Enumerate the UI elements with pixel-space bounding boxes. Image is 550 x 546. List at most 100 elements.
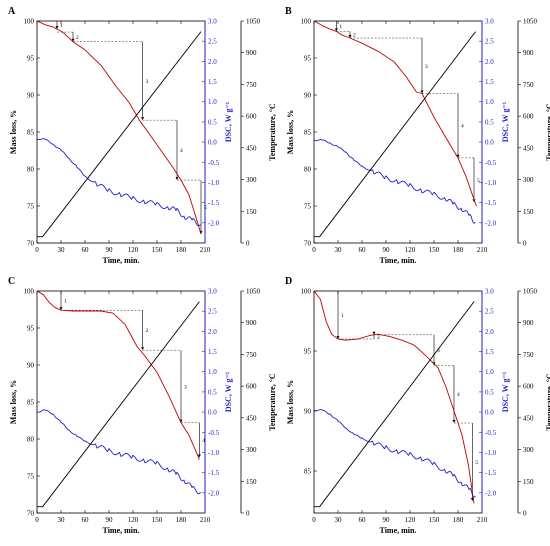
step-label: 2 <box>76 35 79 41</box>
x-tick-label: 30 <box>58 516 66 524</box>
temp-axis-title: Temperature, °C <box>268 103 277 161</box>
x-axis-title: Time, min. <box>380 256 417 265</box>
step-label: 1 <box>60 23 63 29</box>
mass-tick-label: 80 <box>304 166 312 174</box>
step-arrowhead <box>71 38 75 42</box>
step-label: 3 <box>184 384 187 390</box>
x-tick-label: 120 <box>405 246 416 254</box>
dsc-tick-label: 3.0 <box>208 288 217 296</box>
temp-tick-label: 150 <box>523 478 534 486</box>
mass-axis-title: Mass loss, % <box>9 110 18 154</box>
panel-letter: C <box>8 276 15 287</box>
dsc-tick-label: -0.5 <box>208 429 220 437</box>
step-arrowhead <box>372 331 376 335</box>
mass-tick-label: 85 <box>27 129 35 137</box>
plot-frame <box>313 20 483 244</box>
step-label: 2 <box>353 33 356 39</box>
step-label: 5 <box>477 178 480 184</box>
plot-frame <box>36 20 206 244</box>
x-tick-label: 120 <box>405 516 416 524</box>
dsc-axis-title: DSC, W g⁻¹ <box>501 371 510 412</box>
dsc-tick-label: 1.5 <box>208 78 217 86</box>
mass-tick-label: 80 <box>27 436 35 444</box>
temp-tick-label: 300 <box>523 446 534 454</box>
temp-tick-label: 750 <box>246 351 257 359</box>
dsc-tick-label: -0.5 <box>485 159 497 167</box>
dsc-tick-label: 1.0 <box>485 98 494 106</box>
dsc-tick-label: -1.0 <box>208 449 220 457</box>
mass-tick-label: 100 <box>301 18 312 26</box>
temp-tick-label: 0 <box>523 240 527 248</box>
x-tick-label: 210 <box>477 516 488 524</box>
mass-tick-label: 70 <box>304 240 312 248</box>
mass-series-line <box>313 20 477 207</box>
dsc-axis-title: DSC, W g⁻¹ <box>501 101 510 142</box>
x-tick-label: 120 <box>128 246 139 254</box>
step-label: 3 <box>437 348 440 354</box>
dsc-tick-label: 0.5 <box>208 388 217 396</box>
x-tick-label: 0 <box>35 516 39 524</box>
step-arrowhead <box>55 26 59 30</box>
step-label: 1 <box>64 299 67 305</box>
x-tick-label: 0 <box>312 516 316 524</box>
dsc-series-line <box>36 138 202 227</box>
x-tick-label: 60 <box>82 246 90 254</box>
step-arrowhead <box>348 35 352 39</box>
step-arrowhead <box>334 28 338 32</box>
x-tick-label: 60 <box>359 516 367 524</box>
x-tick-label: 180 <box>453 516 464 524</box>
x-tick-label: 210 <box>477 246 488 254</box>
temp-tick-label: 0 <box>246 510 250 518</box>
temp-tick-label: 150 <box>246 208 257 216</box>
mass-axis-title: Mass loss, % <box>286 380 295 424</box>
mass-tick-label: 100 <box>24 288 35 296</box>
mass-axis-title: Mass loss, % <box>286 110 295 154</box>
step-label: 1 <box>341 313 344 319</box>
x-tick-label: 30 <box>335 246 343 254</box>
step-label: 4 <box>202 438 205 444</box>
temp-tick-label: 600 <box>246 383 257 391</box>
mass-tick-label: 90 <box>27 92 35 100</box>
temp-tick-label: 150 <box>246 478 257 486</box>
dsc-tick-label: 2.0 <box>208 58 217 66</box>
dsc-tick-label: 1.5 <box>208 348 217 356</box>
step-arrowhead <box>141 347 145 351</box>
temp-tick-label: 1050 <box>523 288 538 296</box>
dsc-tick-label: -2.0 <box>485 489 497 497</box>
dsc-tick-label: -1.5 <box>485 469 497 477</box>
temp-tick-label: 600 <box>523 113 534 121</box>
dsc-series-line <box>313 139 476 224</box>
mass-tick-label: 90 <box>27 362 35 370</box>
temp-tick-label: 900 <box>246 319 257 327</box>
temp-tick-label: 1050 <box>246 18 261 26</box>
dsc-tick-label: 2.0 <box>485 328 494 336</box>
step-label: 4 <box>457 392 460 398</box>
dsc-tick-label: 1.0 <box>208 368 217 376</box>
mass-series-line <box>36 20 202 235</box>
step-label: 4 <box>461 124 464 130</box>
temp-tick-label: 300 <box>246 176 257 184</box>
dsc-tick-label: 2.5 <box>208 308 217 316</box>
step-arrowhead <box>420 90 424 94</box>
mass-tick-label: 85 <box>304 129 312 137</box>
dsc-tick-label: 2.5 <box>208 38 217 46</box>
dsc-tick-label: -1.0 <box>208 179 220 187</box>
step-arrowhead <box>336 336 340 339</box>
dsc-tick-label: 1.5 <box>485 348 494 356</box>
temp-tick-label: 450 <box>523 144 534 152</box>
x-tick-label: 120 <box>128 516 139 524</box>
dsc-tick-label: -0.5 <box>208 159 220 167</box>
dsc-tick-label: 2.0 <box>208 328 217 336</box>
temp-tick-label: 450 <box>523 414 534 422</box>
x-tick-label: 180 <box>176 246 187 254</box>
step-arrowhead <box>197 454 201 458</box>
dsc-tick-label: 1.0 <box>485 368 494 376</box>
temp-tick-label: 1050 <box>523 18 538 26</box>
step-label: 3 <box>146 79 149 85</box>
x-tick-label: 150 <box>429 516 440 524</box>
temp-tick-label: 150 <box>523 208 534 216</box>
dsc-tick-label: -1.5 <box>208 199 220 207</box>
